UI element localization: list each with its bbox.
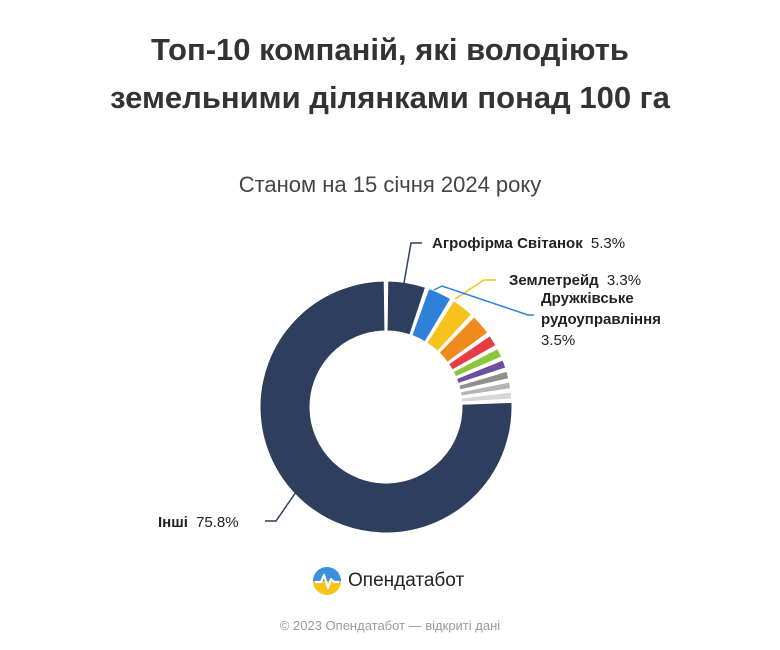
donut-slice-5: [448, 335, 497, 371]
donut-slice-3: [426, 300, 473, 352]
slice-label-zemletreid: Землетрейд 3.3%: [509, 272, 641, 289]
slice-label-druzhkivske-line2: рудоуправління: [541, 311, 661, 328]
slice-label-druzhkivske-line1: Дружківське: [541, 290, 634, 307]
donut-slice-2: [411, 288, 452, 343]
footer-copyright: © 2023 Опендатабот — відкриті дані: [279, 618, 501, 633]
brand-name: Опендатабот: [348, 570, 465, 591]
donut-labels: Агрофірма Світанок 5.3% Землетрейд 3.3% …: [158, 235, 661, 531]
chart-title: Топ-10 компаній, які володіють земельним…: [110, 32, 670, 115]
donut-slices: [259, 280, 513, 534]
donut-slice-9: [459, 381, 512, 397]
slice-label-agrofirma: Агрофірма Світанок 5.3%: [432, 235, 625, 252]
donut-slice-4: [438, 316, 489, 363]
opendatabot-logo-icon: [313, 567, 341, 595]
donut-slice-11: [259, 280, 513, 534]
slice-label-inshi: Інші 75.8%: [158, 514, 239, 531]
chart-subtitle: Станом на 15 січня 2024 року: [238, 172, 542, 197]
donut-slice-6: [452, 348, 503, 378]
donut-slice-1: [386, 280, 427, 336]
donut-slice-7: [456, 359, 507, 384]
brand: Опендатабот: [312, 566, 464, 596]
leader-line-inshi: [265, 491, 297, 522]
donut-slice-10: [460, 391, 513, 403]
slice-value-druzhkivske: 3.5%: [541, 332, 575, 349]
donut-slice-8: [458, 370, 510, 391]
leader-line-druzhkivske: [433, 285, 534, 316]
leader-line-agrofirma: [403, 242, 422, 284]
leader-line-zemletreid: [454, 279, 496, 300]
